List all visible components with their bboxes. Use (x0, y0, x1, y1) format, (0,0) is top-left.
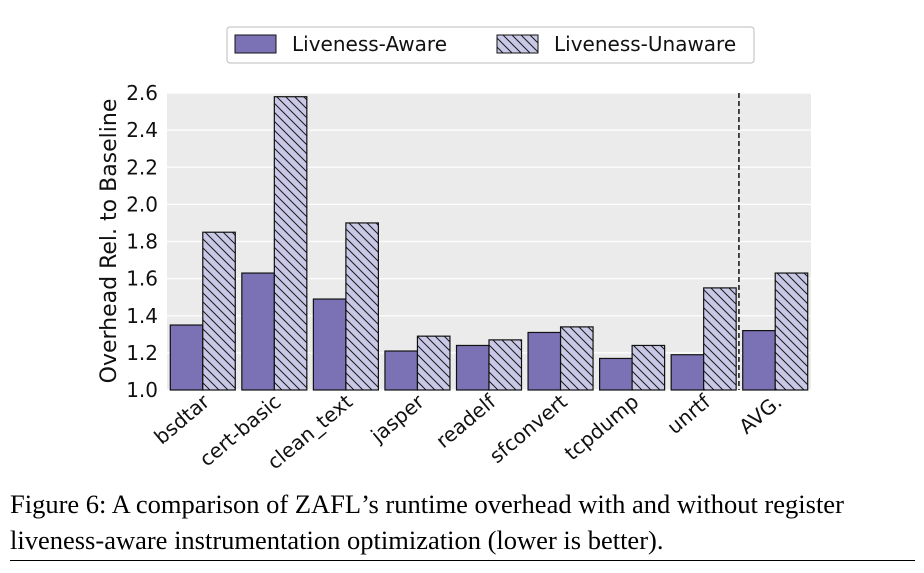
y-tick-label: 2.6 (126, 81, 158, 105)
legend-swatch-unaware (496, 34, 539, 54)
bar-liveness-aware-bsdtar (169, 324, 204, 391)
bar-liveness-aware-readelf (455, 344, 490, 391)
x-tick-label: tcpdump (560, 389, 644, 465)
y-tick-label: 2.0 (126, 192, 158, 216)
bar-liveness-aware-unrtf (670, 354, 705, 391)
legend-label-aware: Liveness-Aware (292, 32, 447, 56)
bar-liveness-aware-clean_text (312, 298, 347, 391)
y-tick-label: 1.6 (126, 267, 158, 291)
y-tick-label: 2.4 (126, 118, 158, 142)
bar-liveness-aware-cert-basic (241, 272, 275, 391)
x-tick-label: unrtf (662, 389, 715, 439)
y-tick-label: 1.2 (126, 341, 158, 365)
x-tick-label: bsdtar (149, 389, 214, 449)
caption-name-first: Z (294, 489, 312, 519)
y-tick-label: 2.2 (126, 155, 158, 179)
bar-liveness-aware-AVG. (742, 330, 776, 391)
y-tick-labels: 1.0 1.2 1.4 1.6 1.8 2.0 2.2 2.4 2.6 (126, 81, 158, 402)
caption-name-rest: AFL (311, 489, 362, 519)
y-tick-label: 1.4 (126, 304, 158, 328)
x-tick-label: sfconvert (485, 389, 572, 468)
bars (169, 96, 809, 391)
legend-label-unaware: Liveness-Unaware (554, 32, 736, 56)
figure-caption: Figure 6: A comparison of ZAFL’s runtime… (10, 486, 915, 561)
x-tick-label: AVG. (734, 389, 786, 438)
legend: Liveness-Aware Liveness-Unaware (226, 26, 755, 64)
y-tick-label: 1.0 (126, 378, 158, 402)
x-tick-label: jasper (365, 389, 429, 448)
bar-liveness-unaware-AVG. (774, 272, 809, 391)
legend-box (226, 26, 755, 64)
bar-liveness-aware-tcpdump (599, 357, 633, 391)
legend-swatch-aware (234, 34, 277, 54)
caption-prefix: Figure 6: A comparison of (10, 489, 295, 519)
bar-liveness-unaware-jasper (416, 335, 451, 391)
bar-liveness-unaware-tcpdump (631, 344, 666, 391)
y-axis-label: Overhead Rel. to Baseline (97, 99, 122, 384)
bar-liveness-unaware-bsdtar (202, 231, 236, 391)
y-tick-label: 1.8 (126, 230, 158, 254)
bar-liveness-unaware-unrtf (703, 287, 737, 391)
x-tick-label: readelf (431, 389, 501, 453)
bar-liveness-unaware-clean_text (345, 222, 379, 391)
bar-liveness-unaware-sfconvert (559, 326, 594, 391)
bar-liveness-aware-sfconvert (527, 331, 562, 391)
caption-suffix: ’s runtime overhead with and without reg… (10, 489, 844, 555)
bar-liveness-aware-jasper (384, 350, 419, 391)
bar-liveness-unaware-readelf (488, 339, 523, 391)
bar-liveness-unaware-cert-basic (273, 96, 308, 391)
